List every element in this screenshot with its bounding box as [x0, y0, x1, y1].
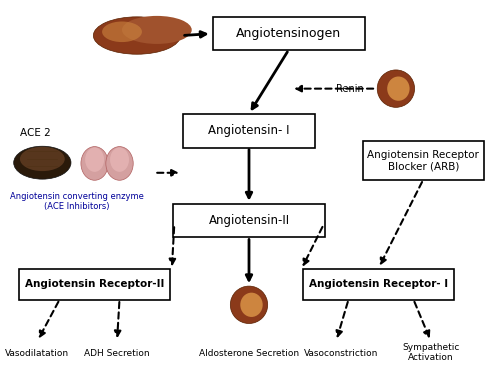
FancyBboxPatch shape: [19, 269, 170, 300]
Ellipse shape: [85, 148, 104, 172]
Text: ADH Secretion: ADH Secretion: [84, 349, 150, 358]
FancyBboxPatch shape: [173, 204, 325, 237]
Ellipse shape: [106, 147, 133, 180]
Ellipse shape: [122, 16, 192, 44]
FancyBboxPatch shape: [183, 114, 315, 147]
Ellipse shape: [377, 70, 415, 107]
FancyBboxPatch shape: [363, 141, 484, 180]
Text: Angiotensin Receptor
Blocker (ARB): Angiotensin Receptor Blocker (ARB): [368, 150, 479, 172]
Text: Angiotensin- I: Angiotensin- I: [208, 125, 290, 137]
Text: Sympathetic
Activation: Sympathetic Activation: [402, 343, 460, 362]
Ellipse shape: [102, 21, 142, 42]
FancyBboxPatch shape: [303, 269, 454, 300]
Text: Vasoconstriction: Vasoconstriction: [304, 349, 378, 358]
Text: Renin: Renin: [336, 84, 364, 94]
Text: (ACE Inhibitors): (ACE Inhibitors): [44, 202, 110, 211]
Ellipse shape: [110, 148, 129, 172]
Ellipse shape: [20, 147, 65, 171]
Ellipse shape: [230, 286, 268, 324]
Text: Angiotensinogen: Angiotensinogen: [236, 27, 342, 40]
Text: ACE 2: ACE 2: [20, 128, 51, 138]
Text: Aldosterone Secretion: Aldosterone Secretion: [199, 349, 299, 358]
Text: Angiotensin-II: Angiotensin-II: [209, 214, 289, 227]
Text: Angiotensin Receptor- I: Angiotensin Receptor- I: [309, 279, 448, 289]
Ellipse shape: [240, 292, 263, 317]
Ellipse shape: [13, 146, 71, 179]
Ellipse shape: [93, 17, 181, 54]
Ellipse shape: [387, 76, 410, 101]
Ellipse shape: [81, 147, 109, 180]
Text: Angiotensin Receptor-II: Angiotensin Receptor-II: [25, 279, 164, 289]
Text: Angiotensin converting enzyme: Angiotensin converting enzyme: [10, 192, 144, 201]
FancyBboxPatch shape: [213, 17, 365, 50]
Text: Vasodilatation: Vasodilatation: [5, 349, 69, 358]
